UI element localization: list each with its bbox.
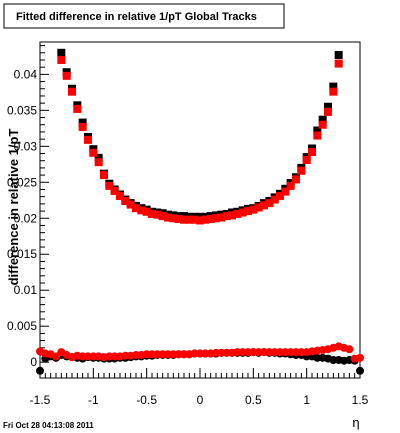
- y-axis: 0 0.005 0.01 0.015 0.02 0.025 0.03 0.035 0.04: [7, 45, 49, 369]
- data-point-square: [233, 209, 242, 218]
- data-point-square: [324, 107, 332, 116]
- data-point-square: [308, 148, 316, 157]
- x-tick-label: 1.5: [352, 393, 369, 407]
- data-point-square: [329, 87, 338, 96]
- data-point-square: [249, 205, 258, 214]
- data-point-square: [126, 200, 135, 209]
- y-tick-label: 0.03: [14, 139, 38, 153]
- data-point-square: [62, 71, 71, 80]
- data-point-square: [68, 87, 76, 96]
- data-point-square: [286, 181, 295, 190]
- data-point-square: [78, 118, 87, 127]
- y-tick-label: 0: [30, 355, 37, 369]
- data-point-square: [222, 212, 231, 221]
- data-point-square: [313, 131, 322, 140]
- y-tick-label: 0.005: [7, 319, 37, 333]
- data-point-square: [244, 207, 252, 216]
- data-point-square: [78, 122, 87, 131]
- data-point-square: [329, 82, 338, 91]
- data-markers: [36, 48, 364, 375]
- data-point-square: [137, 206, 146, 215]
- data-point-square: [270, 195, 279, 204]
- data-point-square: [169, 214, 178, 223]
- title-box: [3, 3, 285, 29]
- data-point-square: [94, 158, 103, 167]
- y-tick-label: 0.01: [14, 283, 38, 297]
- chart-title: Fitted difference in relative 1/pT Globa…: [16, 11, 257, 23]
- y-tick-label: 0.035: [7, 103, 37, 117]
- data-point-square: [254, 203, 263, 212]
- y-tick-label: 0.02: [14, 211, 38, 225]
- data-point-square: [276, 191, 284, 200]
- data-point-square: [292, 175, 300, 184]
- data-point-square: [281, 187, 290, 196]
- data-point-square: [260, 201, 268, 210]
- data-point-square: [94, 153, 103, 162]
- x-tick-label: 0.5: [245, 393, 262, 407]
- data-point-square: [334, 59, 343, 68]
- data-point-square: [142, 207, 151, 216]
- data-point-circle: [356, 366, 364, 375]
- data-point-square: [265, 199, 274, 208]
- data-point-square: [302, 155, 311, 164]
- data-point-square: [185, 215, 194, 224]
- data-point-square: [164, 213, 172, 222]
- data-point-square: [318, 120, 327, 129]
- data-point-square: [100, 171, 108, 180]
- y-axis-label: difference in relative 1/pT: [6, 129, 21, 286]
- data-point-square: [297, 166, 306, 175]
- y-tick-label: 0.015: [7, 247, 37, 261]
- x-tick-label: 1: [303, 393, 310, 407]
- data-point-square: [217, 213, 226, 222]
- timestamp-footer: Fri Oct 28 04:13:08 2011: [3, 421, 94, 430]
- data-point-square: [57, 55, 66, 64]
- y-tick-label: 0.025: [7, 175, 37, 189]
- data-point-circle: [36, 366, 44, 375]
- x-tick-label: -0.5: [136, 393, 157, 407]
- data-point-square: [105, 181, 114, 190]
- data-point-square: [89, 148, 98, 157]
- x-axis-label: η: [352, 415, 359, 430]
- data-point-square: [324, 102, 332, 111]
- data-point-square: [180, 215, 188, 224]
- data-point-square: [206, 214, 215, 223]
- data-point-square: [228, 211, 236, 220]
- data-point-square: [148, 209, 156, 218]
- data-point-square: [318, 115, 327, 124]
- data-point-square: [238, 208, 247, 217]
- x-axis: -1.5 -1 -0.5 0 0.5 1 1.5: [30, 368, 369, 407]
- data-point-square: [196, 216, 204, 225]
- data-point-square: [201, 215, 210, 224]
- data-point-square: [121, 197, 130, 206]
- x-tick-label: 0: [197, 393, 204, 407]
- data-point-square: [158, 212, 167, 221]
- data-point-square: [212, 214, 220, 223]
- data-point-circle: [52, 352, 60, 361]
- data-point-square: [110, 186, 119, 195]
- data-point-square: [132, 204, 140, 213]
- data-point-square: [116, 191, 124, 200]
- data-point-square: [313, 126, 322, 135]
- data-point-square: [84, 135, 92, 144]
- x-tick-label: -1.5: [30, 393, 51, 407]
- x-tick-label: -1: [88, 393, 99, 407]
- data-point-circle: [345, 345, 354, 354]
- data-point-square: [334, 50, 343, 59]
- data-point-square: [57, 48, 66, 57]
- data-point-square: [190, 215, 199, 224]
- data-point-square: [174, 214, 183, 223]
- y-tick-label: 0.04: [14, 67, 38, 81]
- data-point-square: [153, 210, 162, 219]
- data-point-square: [73, 104, 82, 113]
- data-point-circle: [356, 353, 364, 362]
